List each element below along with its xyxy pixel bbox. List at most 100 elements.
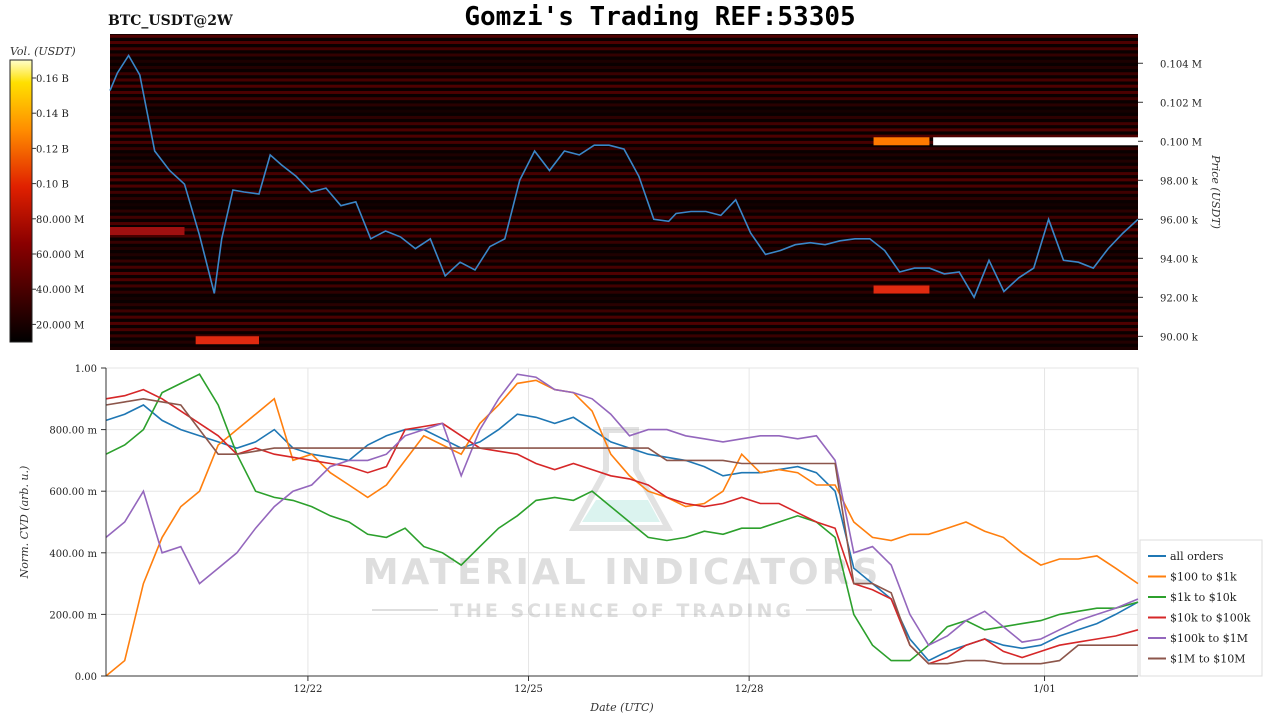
legend-label: $1M to $10M — [1170, 653, 1246, 666]
heatmap-row — [110, 184, 1138, 188]
colorbar-ticks: 0.16 B 0.14 B 0.12 B 0.10 B 80.000 M 60.000 M… — [32, 74, 84, 331]
heatmap-row — [110, 59, 1138, 63]
heatmap-band — [933, 137, 1138, 146]
legend-label: $100 to $1k — [1170, 571, 1237, 584]
heatmap-row — [110, 278, 1138, 282]
colorbar-tick-label: 0.14 B — [36, 109, 69, 120]
y-tick-label: 1.00 — [75, 364, 97, 375]
heatmap-row — [110, 321, 1138, 325]
price-tick-label: 92.00 k — [1160, 293, 1199, 304]
y-tick-label: 600.00 m — [49, 487, 97, 498]
price-tick-label: 0.104 M — [1160, 59, 1202, 70]
cvd-x-title: Date (UTC) — [589, 701, 653, 714]
colorbar-tick-label: 40.000 M — [36, 285, 84, 296]
colorbar-tick-label: 0.12 B — [36, 144, 69, 155]
heatmap-row — [110, 328, 1138, 332]
heatmap-row — [110, 103, 1138, 107]
legend-label: all orders — [1170, 550, 1224, 563]
watermark-subtitle: THE SCIENCE OF TRADING — [450, 600, 794, 622]
heatmap-row — [110, 309, 1138, 313]
heatmap-row — [110, 115, 1138, 119]
heatmap-row — [110, 247, 1138, 251]
colorbar-tick-label: 0.16 B — [36, 74, 69, 85]
heatmap-row — [110, 296, 1138, 300]
price-tick-label: 0.100 M — [1160, 137, 1202, 148]
heatmap-row — [110, 178, 1138, 182]
price-tick-label: 94.00 k — [1160, 254, 1199, 265]
heatmap-row — [110, 109, 1138, 113]
price-tick-label: 0.102 M — [1160, 98, 1202, 109]
chart-title: Gomzi's Trading REF:53305 — [464, 2, 855, 32]
cvd-series-line — [105, 397, 1138, 665]
heatmap-row — [110, 222, 1138, 226]
watermark-title: MATERIAL INDICATORS — [363, 552, 882, 593]
price-tick-label: 96.00 k — [1160, 215, 1199, 226]
heatmap-row — [110, 190, 1138, 194]
heatmap-band — [873, 285, 930, 294]
colorbar-tick-label: 80.000 M — [36, 215, 84, 226]
heatmap-row — [110, 340, 1138, 344]
heatmap-row — [110, 47, 1138, 51]
heatmap-row — [110, 34, 1138, 38]
cvd-x-axis: 12/22 12/25 12/28 1/01 — [106, 675, 1138, 695]
symbol-label: BTC_USDT@2W — [108, 13, 233, 29]
cvd-series-line — [105, 373, 1139, 662]
heatmap-band — [873, 137, 930, 146]
heatmap-band — [195, 336, 259, 345]
y-tick-label: 0.00 — [75, 672, 97, 683]
flask-logo-icon — [568, 427, 674, 531]
heatmap-row — [110, 271, 1138, 275]
heatmap-row — [110, 215, 1138, 219]
heatmap-row — [110, 334, 1138, 338]
cvd-series-line — [105, 379, 1139, 677]
x-tick-label: 12/25 — [514, 684, 543, 695]
colorbar-gradient — [9, 59, 33, 343]
heatmap-row — [110, 65, 1138, 69]
heatmap-row — [110, 303, 1138, 307]
x-tick-label: 1/01 — [1033, 684, 1055, 695]
heatmap-row — [110, 346, 1138, 350]
heatmap-band — [110, 227, 185, 236]
watermark: MATERIAL INDICATORS THE SCIENCE OF TRADI… — [363, 427, 882, 622]
heatmap-row — [110, 165, 1138, 169]
y-tick-label: 800.00 m — [49, 426, 97, 437]
price-tick-label: 90.00 k — [1160, 332, 1199, 343]
cvd-y-axis: 0.00 200.00 m 400.00 m 600.00 m 800.00 m 1.00 — [49, 364, 107, 683]
heatmap-row — [110, 72, 1138, 76]
cvd-grid — [106, 367, 1138, 677]
heatmap-row — [110, 78, 1138, 82]
colorbar-tick-label: 20.000 M — [36, 320, 84, 331]
heatmap-row — [110, 159, 1138, 163]
heatmap-row — [110, 228, 1138, 232]
heatmap-row — [110, 209, 1138, 213]
colorbar-title: Vol. (USDT) — [10, 45, 76, 58]
heatmap-row — [110, 240, 1138, 244]
heatmap-row — [110, 172, 1138, 176]
price-tick-label: 98.00 k — [1160, 176, 1199, 187]
heatmap-row — [110, 134, 1138, 138]
heatmap-row — [110, 259, 1138, 263]
heatmap-row — [110, 153, 1138, 157]
colorbar-tick-label: 60.000 M — [36, 250, 84, 261]
heatmap-row — [110, 53, 1138, 57]
legend-label: $10k to $100k — [1170, 612, 1251, 625]
heatmap-row — [110, 41, 1138, 45]
cvd-series — [105, 373, 1139, 677]
heatmap-row — [110, 128, 1138, 132]
heatmap-panel: 0.104 M 0.102 M 0.100 M 98.00 k 96.00 k 94.00… — [109, 34, 1222, 350]
cvd-series-line — [105, 388, 1139, 665]
price-axis-title: Price (USDT) — [1209, 154, 1222, 229]
heatmap-row — [110, 284, 1138, 288]
y-tick-label: 200.00 m — [49, 610, 97, 621]
heatmap-row — [110, 97, 1138, 101]
heatmap-row — [110, 315, 1138, 319]
legend-label: $100k to $1M — [1170, 632, 1248, 645]
legend: all orders $100 to $1k $1k to $10k $10k to … — [1139, 539, 1263, 677]
price-axis: 0.104 M 0.102 M 0.100 M 98.00 k 96.00 k 94.00… — [1138, 59, 1202, 343]
heatmap-row — [110, 84, 1138, 88]
heatmap-row — [110, 90, 1138, 94]
heatmap-row — [110, 234, 1138, 238]
cvd-series-line — [105, 373, 1139, 647]
heatmap-row — [110, 290, 1138, 294]
